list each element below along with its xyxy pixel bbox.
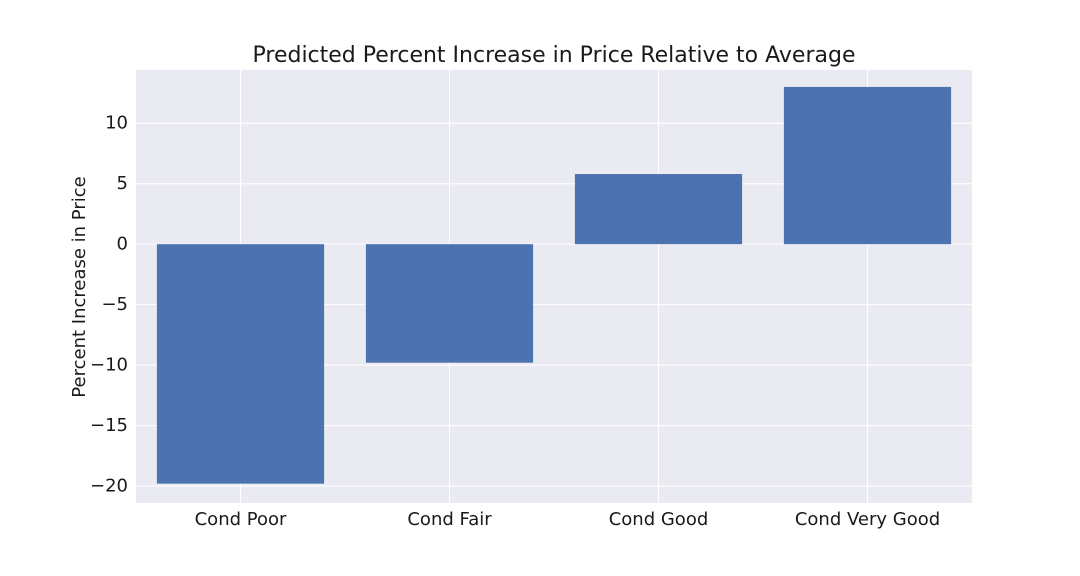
- y-tick-label: −5: [101, 294, 128, 315]
- y-tick-label: −20: [90, 476, 128, 497]
- bar: [365, 244, 534, 363]
- y-tick-label: −10: [90, 355, 128, 376]
- bar: [574, 174, 743, 245]
- x-axis-ticks: Cond Poor Cond Fair Cond Good Cond Very Goo…: [195, 509, 941, 530]
- y-axis-ticks: 10 5 0 −5 −10 −15 −20: [90, 113, 128, 497]
- x-tick-label: Cond Fair: [407, 509, 492, 530]
- bar: [156, 244, 325, 484]
- x-tick-label: Cond Poor: [195, 509, 287, 530]
- bar: [783, 86, 952, 245]
- chart-title: Predicted Percent Increase in Price Rela…: [253, 43, 856, 68]
- y-tick-label: −15: [90, 415, 128, 436]
- x-tick-label: Cond Good: [609, 509, 709, 530]
- y-tick-label: 5: [117, 173, 128, 194]
- y-tick-label: 0: [117, 234, 128, 255]
- y-axis-label: Percent Increase in Price: [69, 176, 90, 397]
- bars: [156, 86, 952, 484]
- y-tick-label: 10: [105, 113, 128, 134]
- x-tick-label: Cond Very Good: [795, 509, 940, 530]
